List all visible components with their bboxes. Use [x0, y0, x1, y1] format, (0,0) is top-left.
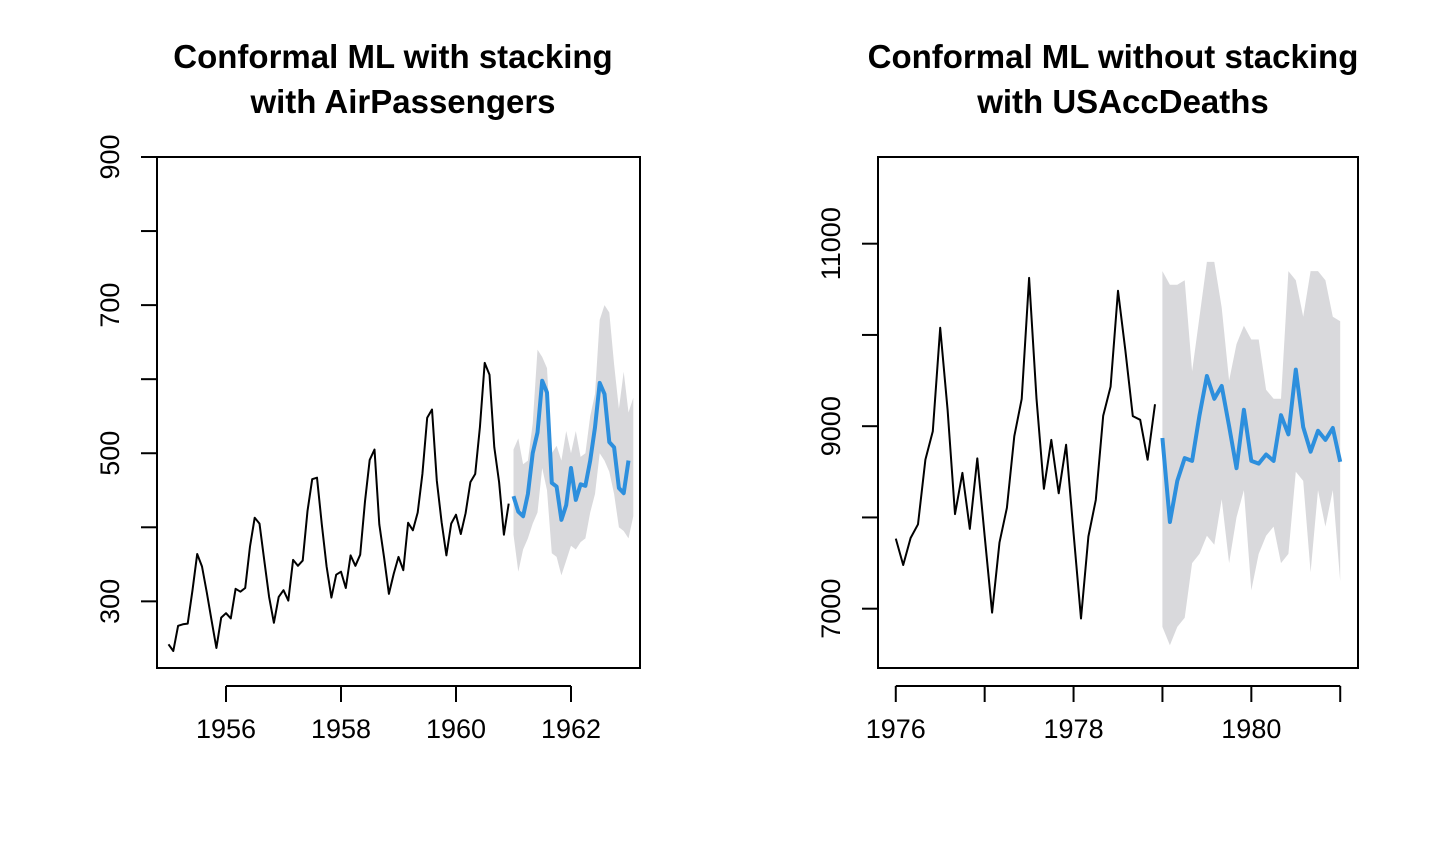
y-tick-label: 11000 — [816, 207, 846, 280]
y-tick-label: 700 — [95, 283, 125, 328]
y-tick-label: 7000 — [816, 579, 846, 639]
y-tick-label: 300 — [95, 579, 125, 624]
x-tick-label: 1962 — [541, 714, 601, 744]
plot-area: 1956 1958 1960 1962 300 500 700 900 — [95, 134, 641, 744]
x-tick-label: 1958 — [311, 714, 371, 744]
x-tick-label: 1960 — [426, 714, 486, 744]
y-tick-label: 900 — [95, 134, 125, 179]
x-tick-label: 1980 — [1221, 714, 1281, 744]
plot-frame — [156, 156, 641, 669]
chart-title-line-2: with AirPassengers — [249, 83, 555, 120]
forecast-series-line — [1160, 367, 1343, 524]
prediction-interval-band — [513, 305, 634, 576]
x-tick-label: 1956 — [196, 714, 256, 744]
history-series-line — [167, 361, 510, 652]
x-tick-label: 1976 — [866, 714, 926, 744]
chart-title-line-2: with USAccDeaths — [976, 83, 1269, 120]
plot-area: 1976 1978 1980 7000 9000 11000 — [816, 156, 1359, 744]
y-tick-label: 500 — [95, 431, 125, 476]
chart-title-line-1: Conformal ML with stacking — [173, 38, 612, 75]
x-tick-label: 1978 — [1044, 714, 1104, 744]
history-series-line — [894, 276, 1156, 620]
y-tick-label: 9000 — [816, 396, 846, 456]
chart-panel-usaccdeaths: Conformal ML without stacking with USAcc… — [816, 38, 1359, 744]
chart-title-line-1: Conformal ML without stacking — [868, 38, 1359, 75]
forecast-series-line — [511, 378, 631, 522]
chart-panel-airpassengers: Conformal ML with stacking with AirPasse… — [95, 38, 641, 744]
